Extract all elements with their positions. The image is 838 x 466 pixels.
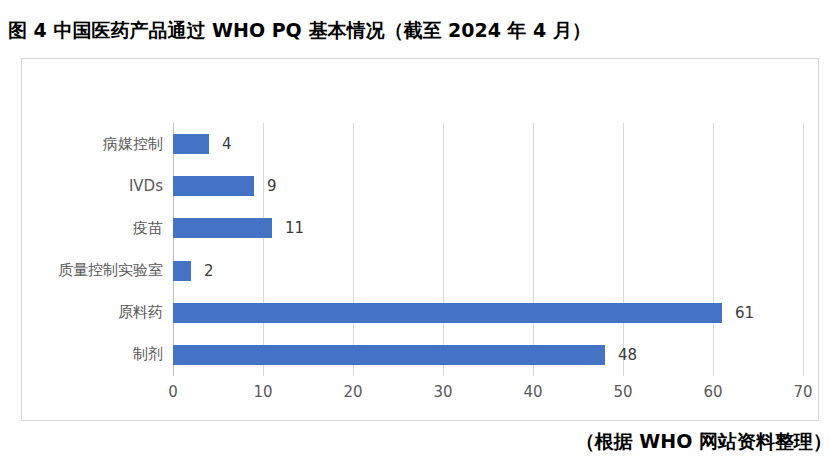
category-label: 疫苗 bbox=[22, 219, 173, 238]
category-label: 质量控制实验室 bbox=[22, 261, 173, 280]
bar bbox=[173, 176, 254, 196]
bar-rows: 病媒控制 4 IVDs 9 疫苗 11 质量控制实验室 2 原料药 61 制剂 48 bbox=[22, 123, 818, 376]
bar-row: 制剂 48 bbox=[22, 334, 818, 376]
source-note: （根据 WHO 网站资料整理） bbox=[576, 429, 832, 455]
bar bbox=[173, 345, 605, 365]
bar bbox=[173, 134, 209, 154]
x-tick-label: 0 bbox=[168, 383, 178, 401]
bar-track: 9 bbox=[173, 165, 803, 207]
bar bbox=[173, 218, 272, 238]
bar bbox=[173, 261, 191, 281]
data-label: 2 bbox=[204, 262, 214, 280]
data-label: 61 bbox=[735, 304, 754, 322]
bar-row: IVDs 9 bbox=[22, 165, 818, 207]
x-tick-label: 60 bbox=[703, 383, 722, 401]
data-label: 11 bbox=[285, 219, 304, 237]
x-tick-label: 40 bbox=[523, 383, 542, 401]
x-tick-label: 50 bbox=[613, 383, 632, 401]
x-tick-label: 70 bbox=[793, 383, 812, 401]
x-tick-label: 10 bbox=[253, 383, 272, 401]
bar-track: 61 bbox=[173, 292, 803, 334]
bar bbox=[173, 303, 722, 323]
bar-row: 病媒控制 4 bbox=[22, 123, 818, 165]
category-label: 病媒控制 bbox=[22, 135, 173, 154]
bar-track: 48 bbox=[173, 334, 803, 376]
category-label: IVDs bbox=[22, 177, 173, 195]
x-axis-ticks: 010203040506070 bbox=[173, 383, 803, 407]
bar-row: 原料药 61 bbox=[22, 292, 818, 334]
chart-frame: 病媒控制 4 IVDs 9 疫苗 11 质量控制实验室 2 原料药 61 制剂 48 0 10 20 30 4… bbox=[21, 58, 819, 421]
bar-track: 2 bbox=[173, 250, 803, 292]
category-label: 制剂 bbox=[22, 345, 173, 364]
data-label: 48 bbox=[618, 346, 637, 364]
bar-track: 11 bbox=[173, 207, 803, 249]
bar-row: 疫苗 11 bbox=[22, 207, 818, 249]
page: 图 4 中国医药产品通过 WHO PQ 基本情况（截至 2024 年 4 月） … bbox=[0, 0, 838, 466]
data-label: 9 bbox=[267, 177, 277, 195]
chart-title: 图 4 中国医药产品通过 WHO PQ 基本情况（截至 2024 年 4 月） bbox=[8, 17, 591, 44]
bar-row: 质量控制实验室 2 bbox=[22, 250, 818, 292]
data-label: 4 bbox=[222, 135, 232, 153]
category-label: 原料药 bbox=[22, 303, 173, 322]
x-tick-label: 30 bbox=[433, 383, 452, 401]
bar-track: 4 bbox=[173, 123, 803, 165]
x-tick-label: 20 bbox=[343, 383, 362, 401]
